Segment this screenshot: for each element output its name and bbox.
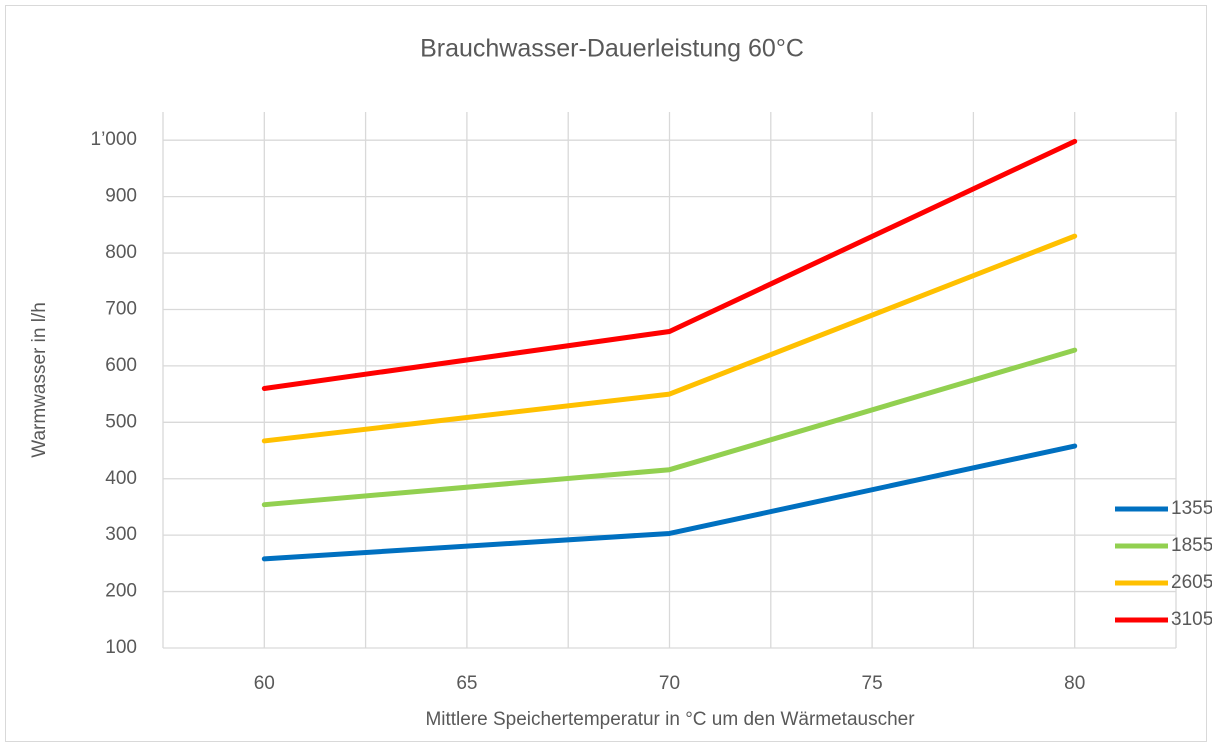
x-axis-label: Mittlere Speichertemperatur in °C um den… [425,709,915,730]
chart-border [5,5,1207,742]
x-tick-label: 65 [456,673,477,694]
x-tick-label: 80 [1064,673,1085,694]
y-tick-label: 900 [105,186,137,207]
legend-label: 3105 [1171,609,1212,630]
series-line [261,347,1078,508]
y-tick-label: 800 [105,242,137,263]
y-tick-label: 400 [105,468,137,489]
y-tick-label: 500 [105,411,137,432]
series-line [261,138,1078,391]
legend-label: 1355 [1171,498,1212,519]
x-tick-label: 75 [862,673,883,694]
y-tick-label: 300 [105,524,137,545]
y-tick-label: 200 [105,581,137,602]
y-tick-label: 1’000 [91,129,138,150]
y-tick-label: 100 [105,637,137,658]
series-line [261,233,1078,444]
chart-title: Brauchwasser-Dauerleistung 60°C [420,35,804,63]
x-tick-label: 60 [254,673,275,694]
series-line [261,443,1078,562]
legend-label: 1855 [1171,535,1212,556]
y-axis-label: Warmwasser in l/h [29,302,50,458]
x-tick-label: 70 [659,673,680,694]
legend-label: 2605 [1171,572,1212,593]
y-tick-label: 700 [105,298,137,319]
y-tick-label: 600 [105,355,137,376]
